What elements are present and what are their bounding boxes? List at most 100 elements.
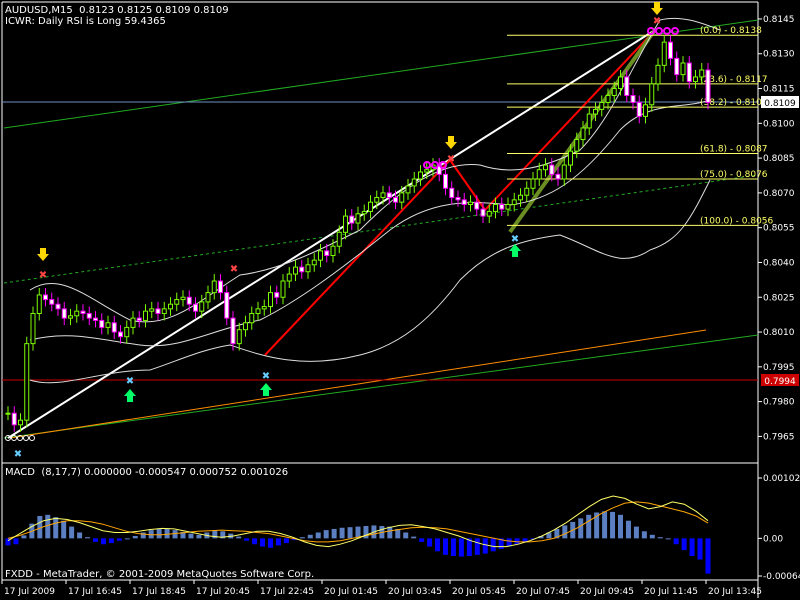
fib-label: (38.2) - 0.8107 — [700, 98, 768, 108]
candle-body — [661, 41, 667, 66]
candle-body — [311, 259, 317, 266]
candle-body — [205, 292, 211, 303]
time-tick-label: 17 Jul 22:45 — [260, 587, 314, 597]
macd-histogram-bar — [307, 534, 313, 539]
macd-panel — [5, 495, 711, 574]
candle-body — [86, 312, 92, 319]
cross-marker-icon: ✖ — [39, 270, 47, 281]
candle-body — [318, 250, 323, 261]
candle-body — [668, 41, 673, 59]
macd-histogram-bar — [37, 516, 43, 539]
candle-body — [499, 203, 505, 210]
macd-histogram-bar — [291, 538, 297, 541]
cross-marker-icon: ✖ — [230, 264, 238, 275]
candle-body — [611, 88, 617, 96]
candle-body — [368, 201, 373, 212]
price-tick-label: 0.8115 — [763, 85, 795, 95]
candle-body — [43, 294, 48, 301]
candle-body — [93, 317, 98, 321]
macd-axis: 0.001026 0.00 -0.00064 — [758, 474, 800, 582]
candle-body — [468, 201, 473, 205]
upper-band — [29, 17, 721, 323]
macd-histogram-bar — [411, 536, 417, 539]
level-tag-value: 0.7994 — [764, 377, 796, 387]
macd-histogram-bar — [522, 538, 528, 542]
macd-histogram-bar — [275, 538, 281, 546]
candle-body — [343, 215, 348, 233]
time-tick-label: 20 Jul 13:45 — [708, 587, 762, 597]
macd-histogram-bar — [339, 527, 345, 539]
candle-body — [155, 308, 161, 314]
time-axis: 17 Jul 2009 17 Jul 16:45 17 Jul 18:45 17 Ju… — [1, 580, 762, 597]
price-tick-label: 0.8025 — [763, 293, 795, 303]
candle-body — [461, 199, 467, 205]
macd-histogram-bar — [498, 538, 504, 549]
candle-body — [374, 197, 380, 203]
macd-histogram-bar — [220, 531, 226, 539]
drawing-objects[interactable] — [2, 19, 759, 439]
macd-histogram-bar — [538, 536, 544, 539]
macd-histogram-bar — [578, 518, 584, 539]
footer-copyright: FXDD - MetaTrader, © 2001-2009 MetaQuote… — [5, 569, 315, 580]
macd-histogram-bar — [164, 528, 170, 539]
candle-body — [286, 273, 292, 282]
price-tick-label: 0.8010 — [763, 328, 795, 338]
candle-body — [568, 150, 573, 166]
candle-body — [24, 343, 30, 421]
macd-histogram-bar — [116, 538, 122, 541]
candle-body — [693, 76, 698, 83]
cross-marker-icon: ✖ — [653, 16, 661, 27]
candle-body — [186, 296, 192, 305]
down-arrow-icon — [651, 2, 663, 15]
macd-histogram-bar — [236, 536, 242, 539]
orange-trend-line — [9, 329, 707, 439]
macd-histogram-bar — [156, 528, 162, 539]
macd-histogram-bar — [355, 526, 361, 539]
current-price-tag: 0.8109 — [761, 96, 799, 109]
macd-histogram-bar — [395, 528, 401, 539]
price-tick-label: 0.8130 — [763, 50, 795, 60]
candle-body — [130, 317, 136, 328]
current-price-value: 0.8109 — [764, 99, 796, 109]
candle-body — [505, 203, 511, 210]
macd-histogram-bar — [450, 538, 456, 556]
macd-histogram-bar — [618, 514, 623, 539]
candle-body — [599, 101, 605, 110]
macd-histogram-bar — [387, 526, 393, 539]
macd-tick-label: 0.00 — [763, 534, 783, 544]
candle-body — [236, 329, 242, 345]
candle-body — [618, 76, 623, 90]
candle-body — [336, 231, 342, 247]
fibonacci-levels[interactable]: (0.0) - 0.8138 (23.6) - 0.8117 (38.2) - 0.… — [507, 26, 774, 226]
candle-body — [280, 280, 286, 298]
macd-histogram-bar — [283, 538, 289, 544]
fib-label: (23.6) - 0.8117 — [700, 75, 768, 85]
candle-body — [168, 303, 173, 310]
candle-body — [180, 296, 186, 301]
macd-histogram-bar — [196, 534, 202, 539]
candle-body — [455, 197, 461, 201]
candle-body — [474, 201, 480, 210]
up-arrow-icon — [260, 383, 272, 396]
time-tick-label: 20 Jul 07:45 — [516, 587, 570, 597]
macd-histogram-bar — [657, 537, 663, 539]
candle-body — [530, 178, 536, 189]
macd-histogram-bar — [148, 530, 154, 539]
channel-line-lower — [3, 334, 759, 439]
candle-body — [55, 303, 61, 310]
macd-histogram-bar — [212, 530, 218, 539]
candle-body — [699, 69, 705, 78]
candle-body — [424, 169, 430, 173]
candle-body — [486, 210, 492, 217]
candle-body — [268, 292, 273, 308]
candle-body — [674, 57, 680, 76]
candle-body — [230, 317, 236, 345]
candle-body — [493, 203, 498, 212]
candle-body — [193, 303, 198, 312]
time-tick-label: 17 Jul 18:45 — [132, 587, 186, 597]
candle-body — [480, 208, 486, 217]
fib-label: (61.8) - 0.8087 — [700, 144, 768, 154]
macd-histogram-bar — [403, 532, 409, 539]
macd-histogram-bar — [172, 530, 178, 539]
